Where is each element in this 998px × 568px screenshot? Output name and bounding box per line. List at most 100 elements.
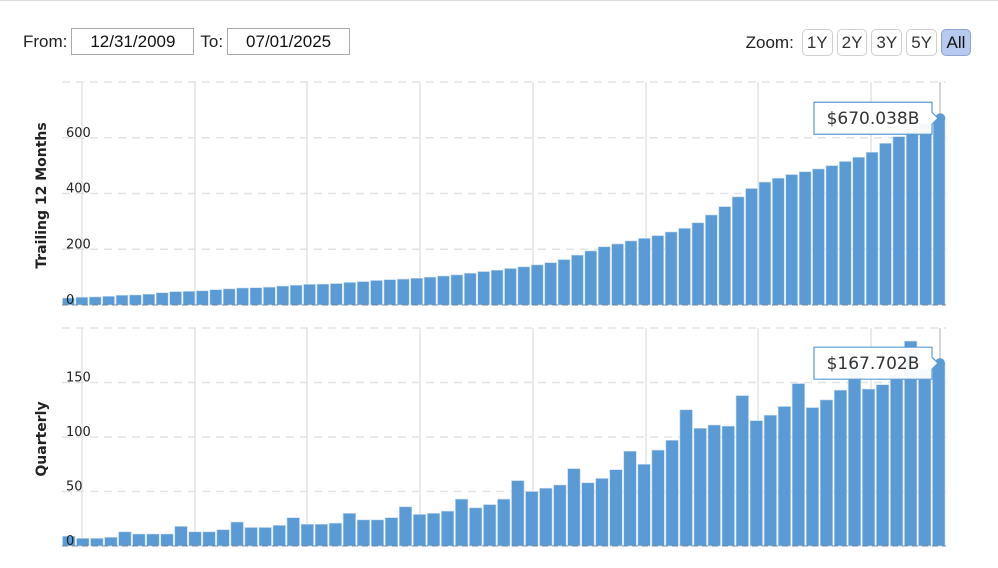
bar[interactable]: [678, 228, 691, 306]
bar[interactable]: [132, 533, 146, 547]
bar[interactable]: [785, 174, 798, 306]
bar[interactable]: [758, 181, 772, 306]
bar[interactable]: [286, 517, 300, 547]
bar[interactable]: [115, 294, 129, 306]
bar[interactable]: [398, 506, 413, 547]
bar[interactable]: [862, 388, 876, 547]
bar[interactable]: [129, 294, 142, 306]
bar[interactable]: [104, 536, 118, 547]
bar[interactable]: [707, 424, 721, 547]
bar[interactable]: [791, 383, 805, 547]
bar[interactable]: [356, 519, 370, 547]
bar[interactable]: [597, 246, 611, 306]
bar[interactable]: [581, 482, 595, 547]
bar[interactable]: [812, 168, 825, 306]
bar[interactable]: [314, 523, 328, 547]
bar[interactable]: [300, 523, 314, 547]
bar[interactable]: [464, 272, 477, 306]
bar[interactable]: [90, 538, 104, 547]
bar[interactable]: [188, 531, 202, 547]
bar[interactable]: [825, 165, 839, 306]
bar[interactable]: [833, 389, 848, 547]
bar[interactable]: [289, 284, 303, 306]
bar[interactable]: [763, 414, 777, 547]
zoom-3y-button[interactable]: 3Y: [871, 29, 903, 56]
bar[interactable]: [918, 369, 932, 547]
bar[interactable]: [805, 407, 820, 547]
bar[interactable]: [142, 293, 156, 306]
bar[interactable]: [196, 290, 209, 306]
bar[interactable]: [102, 296, 115, 306]
bar[interactable]: [611, 243, 624, 306]
zoom-1y-button[interactable]: 1Y: [801, 29, 833, 56]
bar[interactable]: [571, 254, 584, 306]
bar[interactable]: [249, 287, 263, 306]
bar[interactable]: [356, 281, 370, 306]
bar[interactable]: [263, 286, 276, 306]
bar[interactable]: [609, 469, 623, 547]
bar[interactable]: [525, 491, 539, 547]
bar[interactable]: [483, 504, 497, 547]
bar[interactable]: [216, 529, 230, 547]
bar[interactable]: [244, 527, 258, 547]
bar[interactable]: [595, 478, 609, 547]
bar[interactable]: [511, 480, 525, 547]
bar[interactable]: [876, 384, 890, 547]
bar[interactable]: [745, 188, 758, 306]
bar[interactable]: [437, 275, 450, 306]
bar[interactable]: [906, 129, 919, 306]
bar[interactable]: [469, 507, 483, 547]
bar[interactable]: [664, 231, 678, 306]
bar[interactable]: [441, 510, 455, 547]
bar[interactable]: [530, 264, 544, 306]
zoom-all-button[interactable]: All: [941, 29, 971, 56]
bar[interactable]: [455, 498, 469, 547]
bar[interactable]: [749, 420, 763, 547]
bar[interactable]: [731, 196, 745, 306]
bar[interactable]: [370, 280, 383, 306]
bar[interactable]: [410, 277, 423, 306]
bar[interactable]: [932, 362, 946, 547]
bar[interactable]: [721, 425, 735, 547]
bar[interactable]: [852, 156, 865, 306]
bar[interactable]: [272, 524, 286, 547]
zoom-5y-button[interactable]: 5Y: [906, 29, 937, 56]
from-date-input[interactable]: 12/31/2009: [71, 28, 195, 55]
bar[interactable]: [75, 296, 89, 306]
bar[interactable]: [839, 161, 852, 306]
bar[interactable]: [798, 171, 812, 306]
bar[interactable]: [567, 468, 581, 547]
bar[interactable]: [584, 250, 598, 306]
bar[interactable]: [879, 143, 892, 306]
bar[interactable]: [146, 533, 160, 547]
bar[interactable]: [118, 531, 132, 547]
bar[interactable]: [330, 283, 343, 306]
bar[interactable]: [412, 514, 427, 547]
bar[interactable]: [651, 235, 665, 306]
bar[interactable]: [209, 289, 223, 306]
bar[interactable]: [383, 279, 397, 306]
bar[interactable]: [62, 297, 75, 306]
bar[interactable]: [932, 117, 946, 306]
bar[interactable]: [397, 278, 410, 306]
bar[interactable]: [236, 287, 249, 306]
bar[interactable]: [155, 292, 169, 306]
bar[interactable]: [777, 406, 791, 547]
bar[interactable]: [638, 238, 651, 306]
bar[interactable]: [892, 136, 906, 306]
bar[interactable]: [735, 395, 749, 547]
bar[interactable]: [624, 240, 638, 306]
bar[interactable]: [160, 533, 174, 547]
bar[interactable]: [517, 266, 531, 306]
bar[interactable]: [427, 512, 441, 547]
bar[interactable]: [651, 449, 665, 547]
bar[interactable]: [691, 222, 705, 306]
bar[interactable]: [865, 151, 879, 306]
bar[interactable]: [497, 498, 511, 547]
bar[interactable]: [62, 535, 76, 547]
bar[interactable]: [303, 284, 316, 306]
bar[interactable]: [276, 285, 289, 306]
bar[interactable]: [450, 274, 464, 306]
bar[interactable]: [328, 522, 342, 547]
bar[interactable]: [343, 282, 356, 306]
